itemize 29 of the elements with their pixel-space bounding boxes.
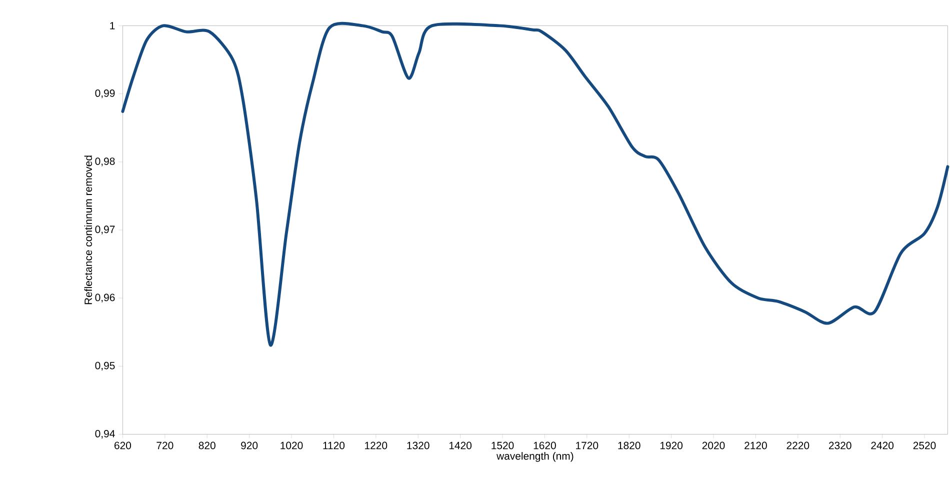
x-tick-label: 720	[156, 442, 174, 450]
x-tick-label: 1720	[576, 442, 598, 450]
x-tick-label: 1120	[323, 442, 345, 450]
y-tick-label: 1	[110, 22, 115, 30]
y-tick-label: 0,99	[95, 89, 115, 98]
x-tick-label: 2220	[786, 442, 810, 450]
y-tick-label: 0,97	[95, 226, 115, 234]
x-tick-label: 1420	[449, 442, 472, 450]
x-tick-label: 1620	[534, 442, 556, 450]
x-tick-label: 820	[198, 442, 216, 450]
y-tick-label: 0,95	[95, 362, 115, 371]
x-tick-label: 1920	[660, 442, 683, 450]
x-tick-label: 1520	[492, 442, 514, 450]
y-axis-title: Reflectance continnum removed	[84, 156, 92, 304]
x-tick-label: 2020	[702, 442, 725, 450]
x-tick-label: 620	[114, 442, 132, 450]
y-tick-label: 0,96	[95, 294, 115, 302]
x-tick-label: 1820	[618, 442, 640, 450]
x-tick-label: 2420	[871, 442, 894, 450]
y-tick-label: 0,98	[95, 158, 115, 166]
y-tick-label: 0,94	[95, 430, 115, 439]
x-tick-label: 920	[241, 442, 258, 450]
x-tick-label: 2320	[828, 442, 852, 450]
x-tick-label: 1020	[280, 442, 303, 450]
x-tick-label: 1320	[407, 442, 430, 450]
x-axis-title: wavelength (nm)	[496, 452, 574, 462]
x-tick-label: 1220	[365, 442, 388, 450]
x-tick-label: 2520	[913, 442, 936, 450]
x-tick-label: 2120	[744, 442, 767, 450]
